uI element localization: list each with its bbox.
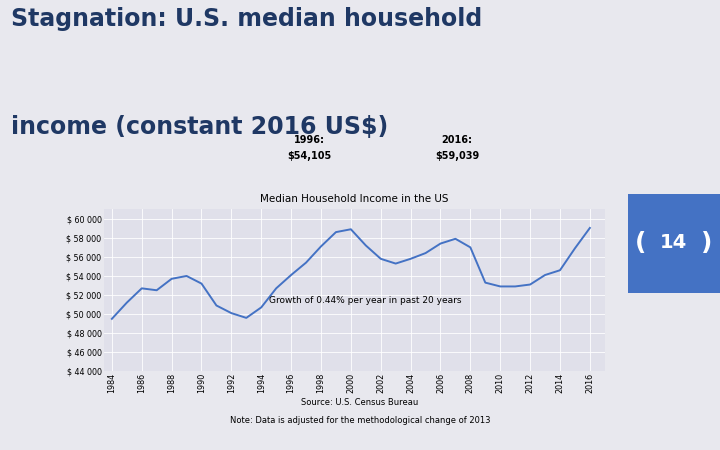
Text: Stagnation: U.S. median household: Stagnation: U.S. median household — [11, 7, 482, 31]
Text: $59,039: $59,039 — [435, 151, 480, 161]
Text: 14: 14 — [660, 234, 688, 252]
Text: Growth of 0.44% per year in past 20 years: Growth of 0.44% per year in past 20 year… — [269, 296, 462, 305]
Text: income (constant 2016 US$): income (constant 2016 US$) — [11, 115, 388, 139]
Title: Median Household Income in the US: Median Household Income in the US — [261, 194, 449, 204]
FancyBboxPatch shape — [628, 194, 720, 292]
Text: 2016:: 2016: — [441, 135, 473, 145]
Text: (: ( — [635, 231, 647, 255]
Text: Note: Data is adjusted for the methodological change of 2013: Note: Data is adjusted for the methodolo… — [230, 416, 490, 425]
Text: $54,105: $54,105 — [287, 151, 332, 161]
Text: ): ) — [701, 231, 713, 255]
Text: 1996:: 1996: — [294, 135, 325, 145]
Text: Source: U.S. Census Bureau: Source: U.S. Census Bureau — [302, 398, 418, 407]
